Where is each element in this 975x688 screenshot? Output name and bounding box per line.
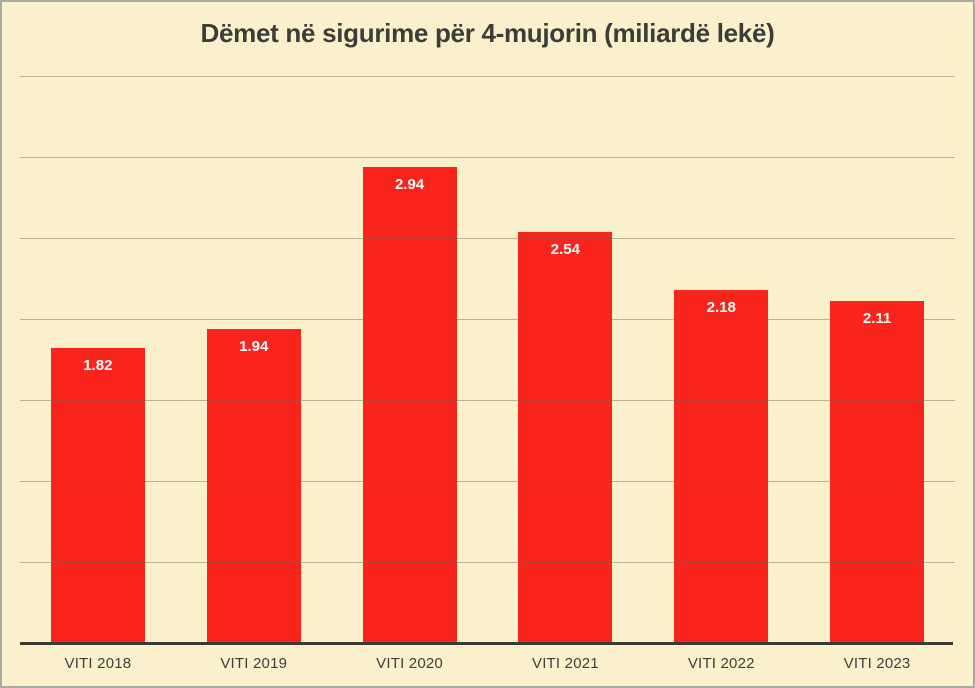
bar-viti-2020: 2.94	[362, 166, 457, 643]
gridline	[20, 481, 955, 482]
gridline	[20, 238, 955, 239]
x-axis-label: VITI 2018	[64, 655, 132, 672]
x-axis-line	[20, 642, 953, 645]
gridline	[20, 319, 955, 320]
bar-viti-2023: 2.11	[830, 301, 925, 643]
chart-title: Dëmet në sigurime për 4-mujorin (miliard…	[200, 18, 775, 48]
bar-viti-2021: 2.54	[518, 231, 613, 643]
x-axis-label: VITI 2023	[843, 655, 911, 672]
bar-viti-2022: 2.18	[674, 289, 769, 643]
bar-viti-2019: 1.94	[206, 328, 301, 643]
bar-value-label: 2.18	[706, 298, 736, 316]
x-axis-label: VITI 2020	[376, 655, 443, 672]
x-axis-label: VITI 2021	[531, 655, 599, 672]
x-axis-label: VITI 2019	[220, 655, 288, 672]
bar-value-label: 2.94	[394, 175, 425, 193]
bar-value-label: 1.82	[83, 357, 113, 375]
gridline	[20, 400, 955, 401]
gridline	[20, 562, 955, 563]
bar-value-label: 2.11	[862, 310, 892, 328]
bar-value-label: 1.94	[239, 337, 269, 355]
gridline	[20, 76, 955, 77]
x-axis-label: VITI 2022	[687, 655, 755, 672]
gridline	[20, 157, 955, 158]
bar-viti-2018: 1.82	[50, 348, 145, 643]
bar-value-label: 2.54	[550, 240, 580, 258]
